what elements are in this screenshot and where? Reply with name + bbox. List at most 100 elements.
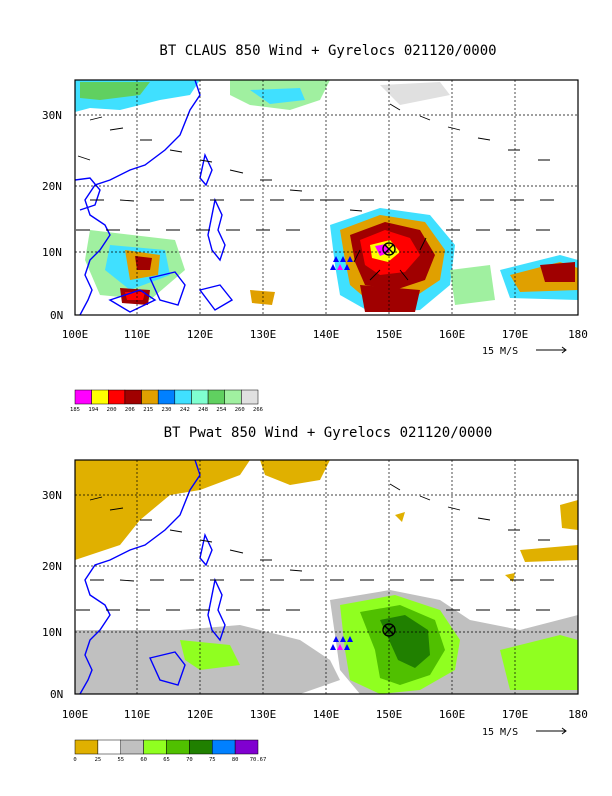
lat-label: 10N: [42, 246, 62, 259]
colorbar-label: 200: [107, 407, 117, 413]
lat-label: 0N: [50, 309, 63, 322]
colorbar-swatch: [191, 389, 209, 405]
coastlines: [79, 460, 226, 694]
gyre-marker: [340, 636, 346, 642]
colorbar-swatch: [97, 739, 121, 755]
colorbar-label: 242: [180, 407, 190, 413]
map-frame: [74, 459, 579, 695]
grid: [75, 460, 578, 694]
panel-pwat: BT Pwat 850 Wind + Gyrelocs 021120/0000: [42, 425, 588, 763]
coastlines: [75, 80, 234, 315]
colorbar-swatch: [143, 739, 167, 755]
colorbar-swatch: [224, 389, 242, 405]
lon-label: 170E: [502, 708, 529, 721]
colorbar-label: 0: [73, 757, 76, 763]
colorbar-label: 75: [209, 757, 216, 763]
colorbar-swatch: [91, 389, 109, 405]
grid: [75, 80, 578, 315]
colorbar-swatch: [166, 739, 190, 755]
gyre-marker: [337, 264, 343, 270]
vector-scale-arrow: [536, 346, 567, 354]
colorbar-label: 254: [216, 407, 227, 413]
lon-label: 100E: [62, 328, 89, 341]
lon-label: 150E: [376, 328, 403, 341]
colorbar-label: 230: [162, 407, 172, 413]
colorbar-label: 55: [117, 757, 124, 763]
gyre-locations: [330, 242, 396, 270]
colorbar-swatch: [212, 739, 236, 755]
lon-label: 160E: [439, 708, 466, 721]
wind-vectors: [76, 103, 554, 281]
colorbar-label: 194: [88, 407, 99, 413]
gyre-marker: [330, 644, 336, 650]
lat-label: 20N: [42, 180, 62, 193]
gyre-marker: [333, 256, 339, 262]
lat-label: 0N: [50, 688, 63, 701]
lon-label: 120E: [187, 708, 214, 721]
colorbar: 0 25 55 60 65 70 75 80 70.67: [73, 739, 267, 763]
lat-label: 30N: [42, 109, 62, 122]
lon-label: 170E: [502, 328, 529, 341]
colorbar-label: 70: [186, 757, 193, 763]
lat-label: 20N: [42, 560, 62, 573]
colorbar-swatch: [157, 389, 176, 405]
lon-label: 130E: [250, 328, 277, 341]
panel-title: BT CLAUS 850 Wind + Gyrelocs 021120/0000: [159, 43, 496, 59]
colorbar-label: 25: [95, 757, 102, 763]
colorbar-label: 248: [198, 407, 208, 413]
colorbar-label: 215: [143, 407, 153, 413]
lon-label: 160E: [439, 328, 466, 341]
colorbar-swatch: [174, 389, 192, 405]
colorbar-label: 266: [253, 407, 263, 413]
gyre-marker: [347, 256, 353, 262]
gyre-marker: [344, 264, 350, 270]
lon-label: 100E: [62, 708, 89, 721]
colorbar-swatch: [141, 389, 159, 405]
wind-vectors: [76, 483, 554, 611]
storm-center-icon: [382, 242, 396, 256]
lon-label: 110E: [124, 328, 151, 341]
colorbar-swatch: [108, 389, 126, 405]
colorbar-swatch: [120, 739, 144, 755]
colorbar-swatch: [234, 739, 259, 755]
colorbar-label: 60: [140, 757, 147, 763]
gyre-marker: [330, 264, 336, 270]
lat-label: 30N: [42, 489, 62, 502]
lat-label: 10N: [42, 626, 62, 639]
lon-label: 180: [568, 708, 588, 721]
colorbar-label: 260: [235, 407, 245, 413]
gyre-marker: [333, 636, 339, 642]
lon-label: 140E: [313, 328, 340, 341]
vector-scale-label: 15 M/S: [482, 346, 518, 357]
colorbar-label: 65: [163, 757, 170, 763]
gyre-locations: [330, 623, 396, 650]
storm-center-icon: [382, 623, 396, 637]
gyre-marker: [347, 636, 353, 642]
pwat-field: [75, 460, 578, 694]
colorbar: 185 194 200 206 215 230 242 248 254 260 266: [70, 389, 263, 413]
colorbar-label: 185: [70, 407, 80, 413]
colorbar-label: 206: [125, 407, 135, 413]
colorbar-swatch: [74, 389, 92, 405]
lon-label: 120E: [187, 328, 214, 341]
map-frame: [74, 79, 579, 316]
lon-label: 150E: [376, 708, 403, 721]
colorbar-swatch: [74, 739, 99, 755]
vector-scale-label: 15 M/S: [482, 727, 518, 738]
colorbar-swatch: [124, 389, 142, 405]
colorbar-swatch: [207, 389, 225, 405]
gyre-marker: [344, 644, 350, 650]
lon-label: 110E: [124, 708, 151, 721]
vector-scale-arrow: [536, 727, 567, 735]
colorbar-swatch: [241, 389, 259, 405]
colorbar-label: 80: [232, 757, 239, 763]
gyre-marker: [340, 256, 346, 262]
panel-title: BT Pwat 850 Wind + Gyrelocs 021120/0000: [164, 425, 493, 441]
colorbar-swatch: [189, 739, 213, 755]
panel-claus: BT CLAUS 850 Wind + Gyrelocs 021120/0000: [42, 43, 588, 413]
gyre-marker: [337, 644, 343, 650]
lon-label: 140E: [313, 708, 340, 721]
lon-label: 180: [568, 328, 588, 341]
colorbar-label: 70.67: [250, 757, 267, 763]
